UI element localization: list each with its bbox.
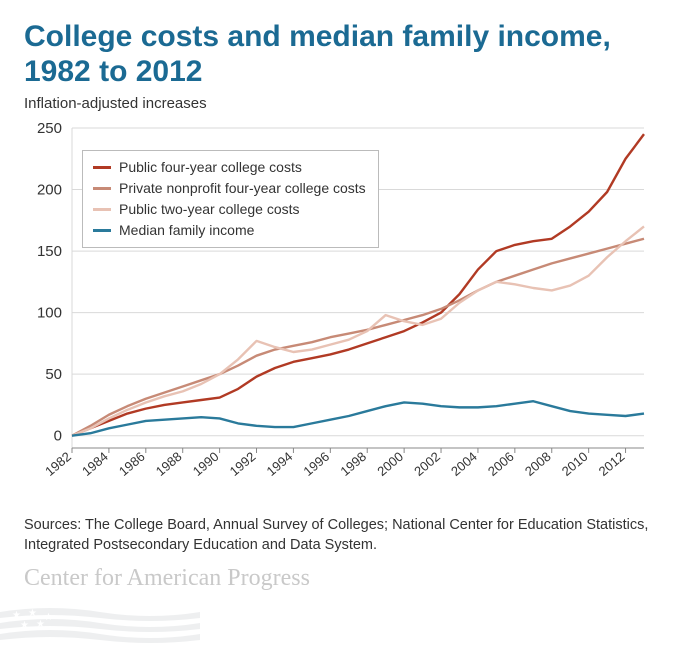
legend-swatch [93, 166, 111, 169]
flag-graphic: ★★★★★ [0, 606, 200, 646]
legend-label: Private nonprofit four-year college cost… [119, 178, 366, 199]
legend-label: Median family income [119, 220, 254, 241]
chart-title: College costs and median family income, … [24, 20, 651, 89]
svg-text:2010: 2010 [559, 449, 591, 479]
svg-text:1988: 1988 [153, 449, 185, 479]
svg-text:200: 200 [37, 182, 62, 199]
legend-item: Median family income [93, 220, 366, 241]
legend-swatch [93, 187, 111, 190]
legend-item: Public two-year college costs [93, 199, 366, 220]
legend-label: Public four-year college costs [119, 157, 302, 178]
svg-text:2002: 2002 [411, 449, 443, 479]
svg-text:★: ★ [36, 619, 45, 630]
sources-text: Sources: The College Board, Annual Surve… [24, 516, 651, 555]
svg-text:100: 100 [37, 305, 62, 322]
svg-text:1992: 1992 [227, 449, 259, 479]
chart-area: 0501001502002501982198419861988199019921… [24, 118, 649, 508]
svg-text:2008: 2008 [522, 449, 554, 479]
legend-swatch [93, 229, 111, 232]
chart-subtitle: Inflation-adjusted increases [24, 95, 651, 112]
legend-label: Public two-year college costs [119, 199, 300, 220]
svg-text:1996: 1996 [300, 449, 332, 479]
svg-text:★: ★ [44, 612, 53, 623]
svg-text:1994: 1994 [264, 449, 296, 479]
svg-text:2006: 2006 [485, 449, 517, 479]
svg-text:1982: 1982 [42, 449, 74, 479]
svg-text:★: ★ [20, 620, 29, 631]
svg-text:150: 150 [37, 243, 62, 260]
svg-text:2004: 2004 [448, 449, 480, 479]
svg-text:1998: 1998 [337, 449, 369, 479]
svg-text:250: 250 [37, 120, 62, 137]
legend-item: Public four-year college costs [93, 157, 366, 178]
svg-text:0: 0 [54, 428, 62, 445]
org-credit: Center for American Progress [24, 565, 651, 592]
svg-text:1984: 1984 [79, 449, 111, 479]
legend-swatch [93, 208, 111, 211]
svg-text:1990: 1990 [190, 449, 222, 479]
svg-text:1986: 1986 [116, 449, 148, 479]
legend-item: Private nonprofit four-year college cost… [93, 178, 366, 199]
svg-text:50: 50 [45, 366, 62, 383]
svg-text:2012: 2012 [596, 449, 628, 479]
svg-text:2000: 2000 [374, 449, 406, 479]
legend: Public four-year college costsPrivate no… [82, 150, 379, 248]
svg-text:★: ★ [28, 608, 37, 619]
